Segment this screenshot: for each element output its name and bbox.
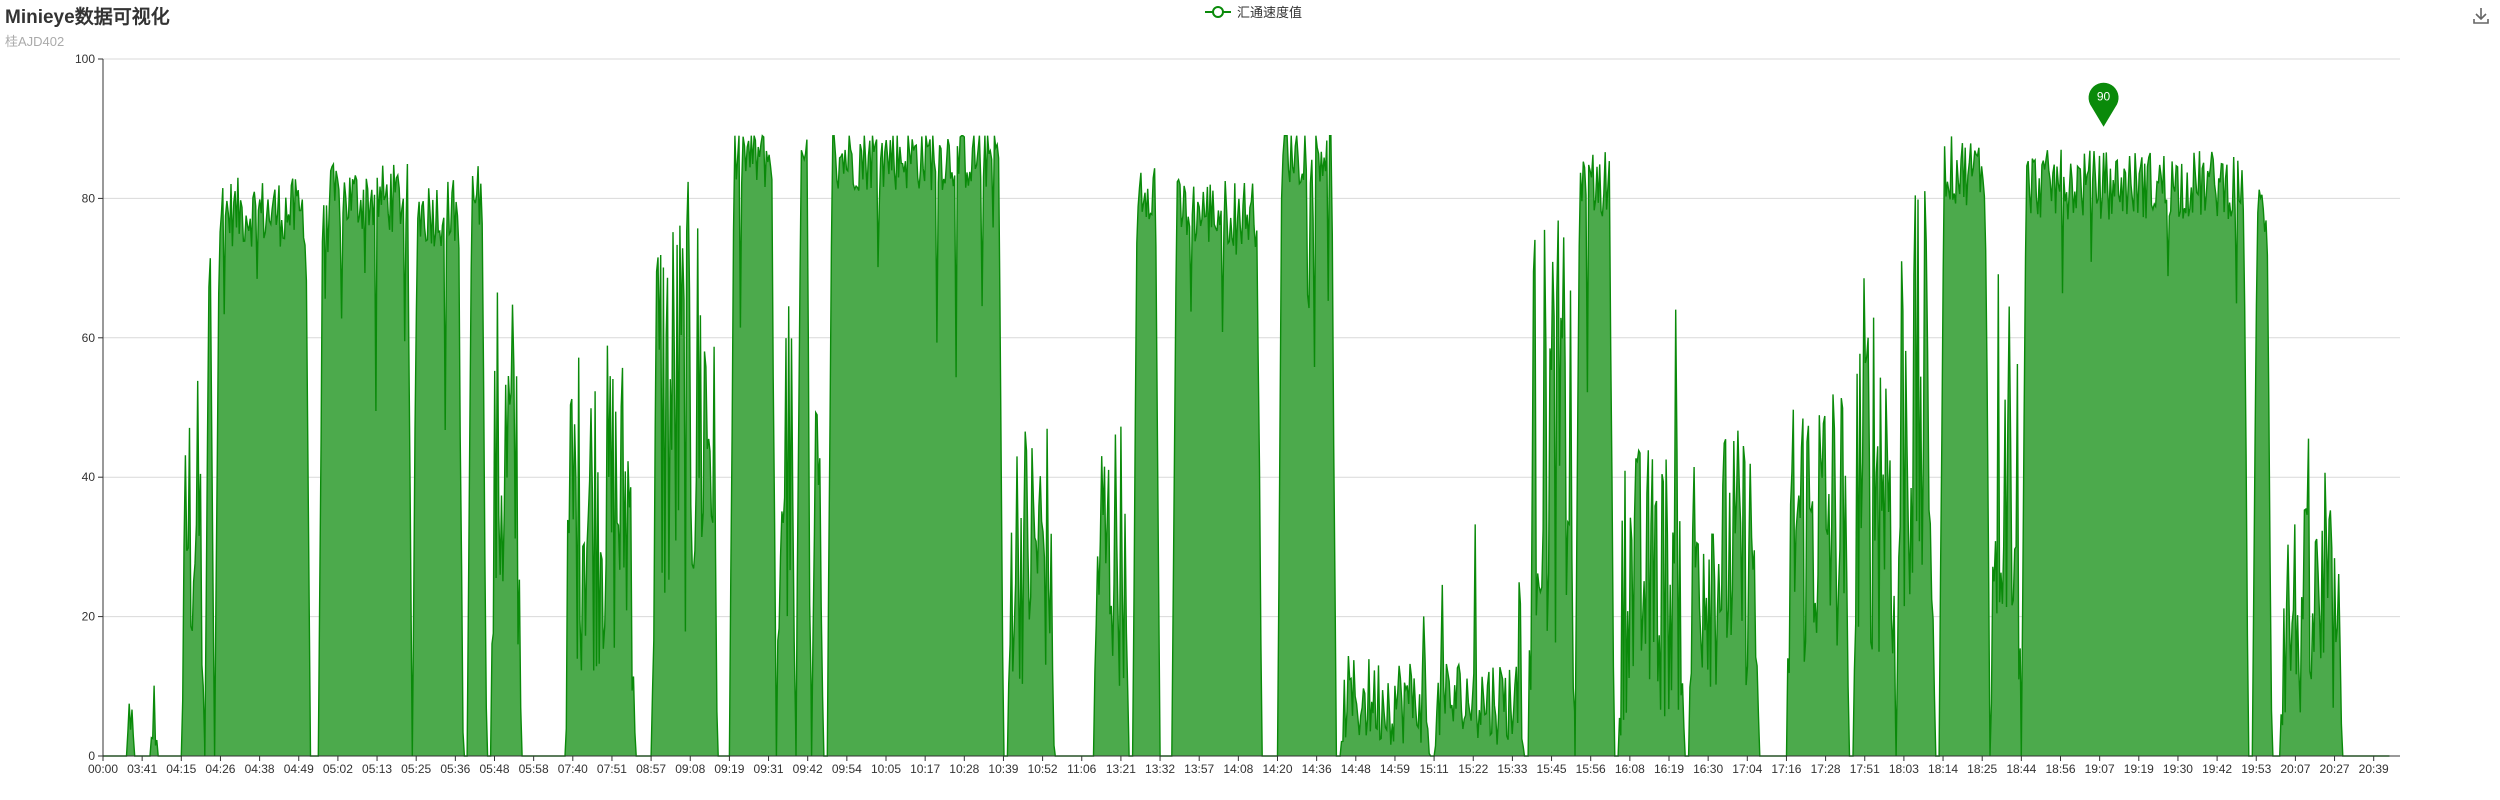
x-tick-label: 04:49 bbox=[284, 762, 314, 776]
x-tick-label: 19:42 bbox=[2202, 762, 2232, 776]
x-tick-label: 14:20 bbox=[1262, 762, 1292, 776]
x-tick-label: 08:57 bbox=[636, 762, 666, 776]
x-tick-label: 10:28 bbox=[949, 762, 979, 776]
x-tick-label: 20:39 bbox=[2359, 762, 2389, 776]
x-tick-label: 18:25 bbox=[1967, 762, 1997, 776]
x-tick-label: 16:30 bbox=[1693, 762, 1723, 776]
x-tick-label: 14:08 bbox=[1223, 762, 1253, 776]
x-tick-label: 16:08 bbox=[1615, 762, 1645, 776]
x-tick-label: 10:52 bbox=[1028, 762, 1058, 776]
x-tick-label: 09:31 bbox=[754, 762, 784, 776]
y-tick-label: 0 bbox=[88, 749, 95, 763]
x-tick-label: 05:13 bbox=[362, 762, 392, 776]
x-tick-label: 19:53 bbox=[2241, 762, 2271, 776]
x-tick-label: 13:57 bbox=[1184, 762, 1214, 776]
x-tick-label: 14:59 bbox=[1380, 762, 1410, 776]
x-tick-label: 07:40 bbox=[558, 762, 588, 776]
x-tick-label: 18:03 bbox=[1889, 762, 1919, 776]
x-tick-label: 09:42 bbox=[793, 762, 823, 776]
y-tick-label: 80 bbox=[82, 191, 96, 205]
x-tick-label: 19:07 bbox=[2085, 762, 2115, 776]
max-marker-label: 90 bbox=[2097, 90, 2111, 104]
x-tick-label: 10:05 bbox=[871, 762, 901, 776]
x-tick-label: 05:48 bbox=[479, 762, 509, 776]
x-tick-label: 10:39 bbox=[988, 762, 1018, 776]
max-marker: 90 bbox=[2089, 83, 2119, 127]
x-tick-label: 14:48 bbox=[1341, 762, 1371, 776]
x-tick-label: 17:16 bbox=[1771, 762, 1801, 776]
x-tick-label: 18:56 bbox=[2045, 762, 2075, 776]
x-tick-label: 15:11 bbox=[1420, 762, 1449, 776]
y-tick-label: 60 bbox=[82, 331, 96, 345]
x-tick-label: 13:21 bbox=[1106, 762, 1136, 776]
x-tick-label: 04:26 bbox=[205, 762, 235, 776]
x-tick-label: 11:06 bbox=[1067, 762, 1096, 776]
x-tick-label: 16:19 bbox=[1654, 762, 1684, 776]
x-tick-label: 19:30 bbox=[2163, 762, 2193, 776]
x-tick-label: 14:36 bbox=[1302, 762, 1332, 776]
x-tick-label: 19:19 bbox=[2124, 762, 2154, 776]
x-tick-label: 20:27 bbox=[2320, 762, 2350, 776]
area-series bbox=[103, 136, 2389, 756]
x-tick-label: 04:15 bbox=[166, 762, 196, 776]
x-tick-label: 17:04 bbox=[1732, 762, 1762, 776]
x-tick-label: 05:25 bbox=[401, 762, 431, 776]
x-tick-label: 20:07 bbox=[2280, 762, 2310, 776]
y-tick-label: 20 bbox=[82, 610, 96, 624]
x-tick-label: 13:32 bbox=[1145, 762, 1175, 776]
y-tick-label: 100 bbox=[75, 52, 95, 66]
x-tick-label: 17:51 bbox=[1850, 762, 1880, 776]
x-tick-label: 03:41 bbox=[127, 762, 157, 776]
x-tick-label: 09:19 bbox=[714, 762, 744, 776]
x-tick-label: 05:02 bbox=[323, 762, 353, 776]
y-tick-label: 40 bbox=[82, 470, 96, 484]
x-tick-label: 15:33 bbox=[1497, 762, 1527, 776]
x-tick-label: 18:14 bbox=[1928, 762, 1958, 776]
x-tick-label: 07:51 bbox=[597, 762, 627, 776]
x-tick-label: 10:17 bbox=[910, 762, 940, 776]
x-tick-label: 15:22 bbox=[1458, 762, 1488, 776]
x-tick-label: 18:44 bbox=[2006, 762, 2036, 776]
x-tick-label: 17:28 bbox=[1811, 762, 1841, 776]
x-tick-label: 05:58 bbox=[519, 762, 549, 776]
x-tick-label: 00:00 bbox=[88, 762, 118, 776]
x-tick-label: 09:08 bbox=[675, 762, 705, 776]
x-tick-label: 05:36 bbox=[440, 762, 470, 776]
x-tick-label: 15:45 bbox=[1537, 762, 1567, 776]
x-tick-label: 04:38 bbox=[245, 762, 275, 776]
x-tick-label: 15:56 bbox=[1576, 762, 1606, 776]
x-tick-label: 09:54 bbox=[832, 762, 862, 776]
